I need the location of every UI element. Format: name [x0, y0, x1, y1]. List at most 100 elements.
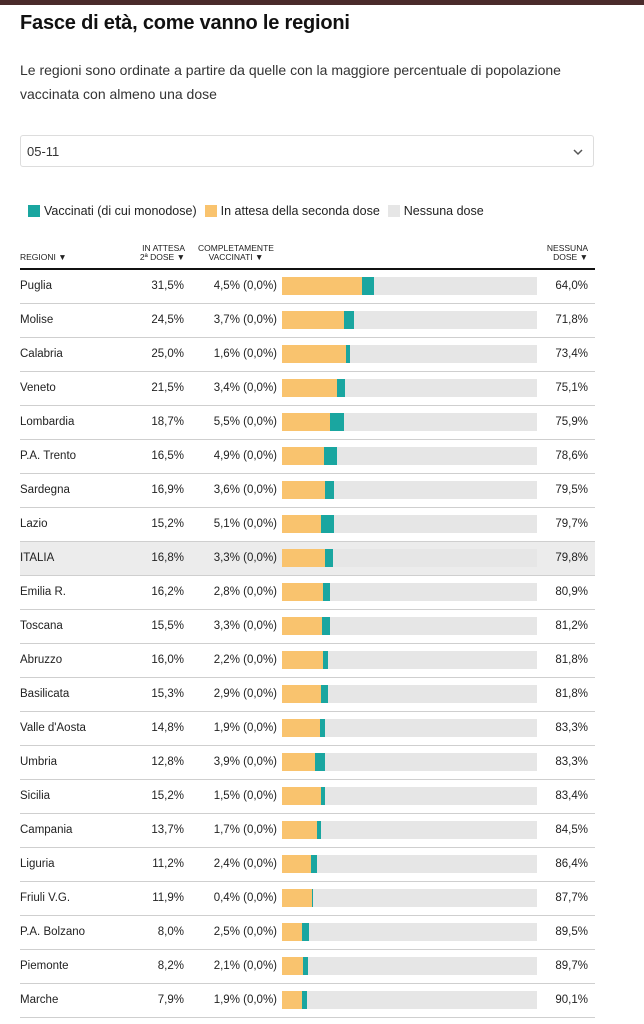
- bar-segment-in-attesa: [282, 515, 321, 533]
- region-name: Lombardia: [20, 416, 75, 428]
- bar-segment-nessuna: [328, 651, 537, 669]
- header-completamente[interactable]: COMPLETAMENTE VACCINATI ▼: [190, 244, 282, 262]
- nessuna-dose-value: 89,7%: [555, 960, 588, 972]
- table-row: Sicilia 15,2% 1,5% (0,0%) 83,4%: [20, 780, 595, 814]
- completamente-value: 1,6% (0,0%): [213, 348, 277, 360]
- bar-segment-in-attesa: [282, 379, 337, 397]
- nessuna-dose-value: 81,8%: [555, 654, 588, 666]
- stacked-bar: [282, 651, 537, 669]
- in-attesa-value: 15,2%: [151, 790, 184, 802]
- stacked-bar: [282, 685, 537, 703]
- bar-segment-vaccinati: [323, 583, 331, 601]
- region-name: Calabria: [20, 348, 63, 360]
- table-row: Emilia R. 16,2% 2,8% (0,0%) 80,9%: [20, 576, 595, 610]
- completamente-value: 1,5% (0,0%): [213, 790, 277, 802]
- nessuna-dose-value: 79,8%: [555, 552, 588, 564]
- table-row: Toscana 15,5% 3,3% (0,0%) 81,2%: [20, 610, 595, 644]
- in-attesa-value: 16,9%: [151, 484, 184, 496]
- completamente-value: 3,9% (0,0%): [213, 756, 277, 768]
- bar-segment-vaccinati: [324, 549, 334, 567]
- legend-swatch-in-attesa: [204, 205, 217, 217]
- bar-segment-in-attesa: [282, 651, 323, 669]
- in-attesa-value: 15,2%: [151, 518, 184, 530]
- region-name: P.A. Bolzano: [20, 926, 86, 938]
- region-name: Puglia: [20, 280, 52, 292]
- completamente-value: 4,9% (0,0%): [213, 450, 277, 462]
- in-attesa-value: 15,3%: [151, 688, 184, 700]
- nessuna-dose-value: 81,8%: [555, 688, 588, 700]
- table-row: Friuli V.G. 11,9% 0,4% (0,0%) 87,7%: [20, 882, 595, 916]
- nessuna-dose-value: 79,5%: [555, 484, 588, 496]
- legend-item-vaccinati: Vaccinati (di cui monodose): [28, 204, 197, 218]
- stacked-bar: [282, 991, 537, 1009]
- bar-segment-nessuna: [324, 719, 537, 737]
- stacked-bar: [282, 889, 537, 907]
- stacked-bar: [282, 583, 537, 601]
- completamente-value: 5,5% (0,0%): [213, 416, 277, 428]
- nessuna-dose-value: 78,6%: [555, 450, 588, 462]
- table-row: Liguria 11,2% 2,4% (0,0%) 86,4%: [20, 848, 595, 882]
- region-name: P.A. Trento: [20, 450, 77, 462]
- stacked-bar: [282, 447, 537, 465]
- completamente-value: 2,4% (0,0%): [213, 858, 277, 870]
- header-regioni[interactable]: REGIONI ▼: [20, 253, 67, 262]
- bar-segment-vaccinati: [320, 515, 334, 533]
- header-in-attesa-line1: IN ATTESA: [142, 243, 185, 253]
- nessuna-dose-value: 80,9%: [555, 586, 588, 598]
- table-row: Piemonte 8,2% 2,1% (0,0%) 89,7%: [20, 950, 595, 984]
- bar-segment-in-attesa: [282, 855, 311, 873]
- table-row: Sardegna 16,9% 3,6% (0,0%) 79,5%: [20, 474, 595, 508]
- bar-segment-vaccinati: [329, 413, 344, 431]
- region-name: Lazio: [20, 518, 48, 530]
- bar-segment-nessuna: [333, 549, 537, 567]
- chart-legend: Vaccinati (di cui monodose) In attesa de…: [28, 203, 492, 219]
- bar-segment-nessuna: [343, 413, 537, 431]
- page-subtitle: Le regioni sono ordinate a partire da qu…: [20, 62, 561, 102]
- table-row: Puglia 31,5% 4,5% (0,0%) 64,0%: [20, 270, 595, 304]
- table-row: ITALIA 16,8% 3,3% (0,0%) 79,8%: [20, 542, 595, 576]
- in-attesa-value: 8,2%: [157, 960, 184, 972]
- completamente-value: 3,3% (0,0%): [213, 620, 277, 632]
- bar-segment-nessuna: [353, 311, 537, 329]
- bar-segment-nessuna: [349, 345, 537, 363]
- nessuna-dose-value: 86,4%: [555, 858, 588, 870]
- bar-segment-vaccinati: [302, 991, 307, 1009]
- stacked-bar: [282, 515, 537, 533]
- bar-segment-in-attesa: [282, 617, 322, 635]
- bar-segment-vaccinati: [319, 719, 325, 737]
- bar-segment-in-attesa: [282, 787, 321, 805]
- legend-label-vaccinati: Vaccinati (di cui monodose): [44, 204, 197, 218]
- bar-segment-nessuna: [328, 685, 537, 703]
- bar-segment-vaccinati: [336, 379, 346, 397]
- stacked-bar: [282, 923, 537, 941]
- age-range-select[interactable]: 05-11: [20, 135, 594, 167]
- bar-segment-nessuna: [373, 277, 537, 295]
- bar-segment-nessuna: [316, 855, 537, 873]
- stacked-bar: [282, 617, 537, 635]
- legend-label-in-attesa: In attesa della seconda dose: [220, 204, 380, 218]
- table-row: Marche 7,9% 1,9% (0,0%) 90,1%: [20, 984, 595, 1018]
- bar-segment-in-attesa: [282, 345, 346, 363]
- region-name: Umbria: [20, 756, 58, 768]
- table-row: Lazio 15,2% 5,1% (0,0%) 79,7%: [20, 508, 595, 542]
- stacked-bar: [282, 481, 537, 499]
- stacked-bar: [282, 413, 537, 431]
- bar-segment-in-attesa: [282, 583, 324, 601]
- bar-segment-nessuna: [330, 583, 537, 601]
- table-row: P.A. Bolzano 8,0% 2,5% (0,0%) 89,5%: [20, 916, 595, 950]
- stacked-bar: [282, 957, 537, 975]
- header-nessuna[interactable]: NESSUNA DOSE ▼: [530, 244, 588, 262]
- header-in-attesa-line2: 2ª DOSE ▼: [139, 252, 185, 262]
- bar-segment-vaccinati: [314, 753, 325, 771]
- stacked-bar: [282, 719, 537, 737]
- region-name: Basilicata: [20, 688, 70, 700]
- bar-segment-in-attesa: [282, 685, 321, 703]
- legend-item-in-attesa: In attesa della seconda dose: [204, 204, 380, 218]
- stacked-bar: [282, 821, 537, 839]
- header-in-attesa[interactable]: IN ATTESA 2ª DOSE ▼: [125, 244, 185, 262]
- legend-label-nessuna: Nessuna dose: [403, 204, 484, 218]
- in-attesa-value: 14,8%: [151, 722, 184, 734]
- region-name: ITALIA: [20, 552, 55, 564]
- in-attesa-value: 13,7%: [151, 824, 184, 836]
- in-attesa-value: 16,8%: [151, 552, 184, 564]
